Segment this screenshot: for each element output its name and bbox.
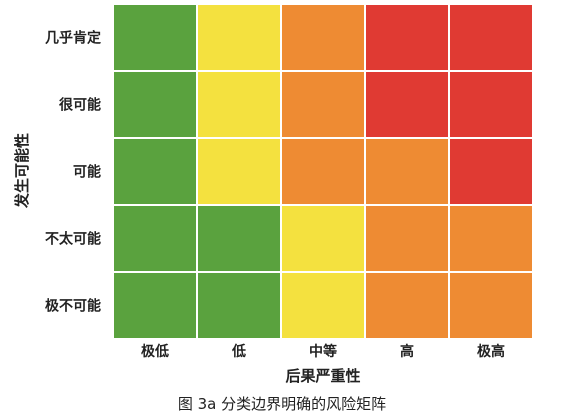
heatmap-cell	[112, 204, 198, 273]
x-tick-label: 中等	[309, 343, 337, 360]
heatmap-cell	[112, 137, 198, 206]
heatmap-cell	[196, 271, 282, 340]
y-tick-label: 很可能	[59, 97, 101, 114]
y-tick-label: 极不可能	[45, 298, 101, 315]
heatmap-cell	[448, 204, 534, 273]
x-tick-label: 高	[400, 343, 414, 360]
heatmap-cell	[112, 3, 198, 72]
heatmap-cell	[112, 70, 198, 139]
x-tick-label: 极高	[477, 343, 505, 360]
heatmap-cell	[196, 3, 282, 72]
heatmap-cell	[448, 3, 534, 72]
x-axis-title: 后果严重性	[285, 367, 361, 385]
heatmap-cell	[196, 70, 282, 139]
heatmap-cell	[280, 271, 366, 340]
heatmap-cell	[196, 204, 282, 273]
heatmap-cell	[280, 70, 366, 139]
y-tick-label: 不太可能	[45, 231, 101, 248]
heatmap-cell	[280, 137, 366, 206]
x-tick-label: 极低	[141, 343, 169, 360]
heatmap-cell	[448, 70, 534, 139]
y-tick-label: 几乎肯定	[45, 30, 101, 47]
heatmap-cell	[364, 70, 450, 139]
heatmap-cell	[280, 3, 366, 72]
heatmap-cell	[280, 204, 366, 273]
y-tick-label: 可能	[73, 164, 101, 181]
heatmap-cell	[112, 271, 198, 340]
x-tick-label: 低	[231, 343, 246, 360]
figure-caption: 图 3a 分类边界明确的风险矩阵	[177, 395, 387, 413]
heatmap-cell	[448, 137, 534, 206]
heatmap-cell	[364, 137, 450, 206]
heatmap-cell	[196, 137, 282, 206]
heatmap-cell	[364, 3, 450, 72]
heatmap-cell	[364, 204, 450, 273]
heatmap-cell	[448, 271, 534, 340]
heatmap-cell	[364, 271, 450, 340]
